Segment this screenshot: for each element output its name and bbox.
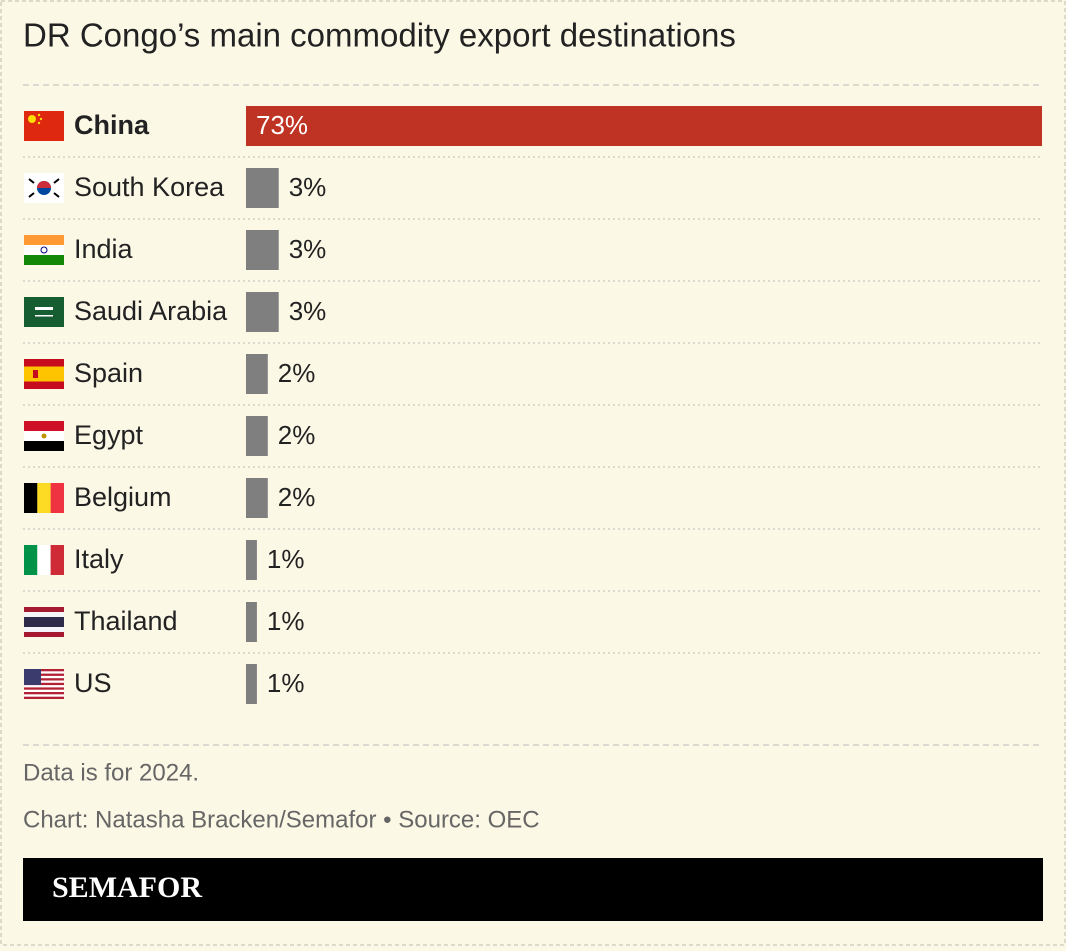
- flag: [24, 111, 64, 141]
- logo-bar: [23, 858, 1043, 921]
- flag: [24, 359, 64, 389]
- category-label: Belgium: [74, 482, 172, 512]
- category-label: India: [74, 234, 134, 264]
- bar: [246, 230, 279, 270]
- value-label: 3%: [289, 172, 327, 202]
- bar: [246, 664, 257, 704]
- bar: [246, 602, 257, 642]
- bar: [246, 354, 268, 394]
- bar: [246, 416, 268, 456]
- value-label: 1%: [267, 606, 305, 636]
- flag: [24, 297, 64, 327]
- bar: [246, 478, 268, 518]
- credit: Chart: Natasha Bracken/Semafor • Source:…: [23, 806, 540, 833]
- bar: [246, 168, 279, 208]
- flags: [24, 111, 64, 699]
- category-label: China: [74, 110, 150, 140]
- flag: [24, 235, 64, 265]
- category-label: Saudi Arabia: [74, 296, 228, 326]
- value-label: 2%: [278, 420, 316, 450]
- category-label: South Korea: [74, 172, 225, 202]
- flag: [24, 483, 64, 513]
- category-label: Spain: [74, 358, 143, 388]
- logo: SEMAFOR: [52, 871, 202, 904]
- bar: [246, 106, 1042, 146]
- note: Data is for 2024.: [23, 759, 199, 786]
- category-label: Italy: [74, 544, 124, 574]
- flag: [24, 545, 64, 575]
- value-label: 3%: [289, 296, 327, 326]
- flag: [24, 421, 64, 451]
- flag: [24, 669, 64, 699]
- bar: [246, 540, 257, 580]
- value-label: 2%: [278, 482, 316, 512]
- flag: [24, 607, 64, 637]
- category-label: Egypt: [74, 420, 144, 450]
- value-label: 1%: [267, 668, 305, 698]
- category-label: Thailand: [74, 606, 178, 636]
- bar: [246, 292, 279, 332]
- value-label: 2%: [278, 358, 316, 388]
- chart-title: DR Congo’s main commodity export destina…: [23, 17, 736, 54]
- category-label: US: [74, 668, 112, 698]
- value-label: 73%: [256, 110, 308, 140]
- flag: [24, 173, 64, 203]
- value-label: 1%: [267, 544, 305, 574]
- value-label: 3%: [289, 234, 327, 264]
